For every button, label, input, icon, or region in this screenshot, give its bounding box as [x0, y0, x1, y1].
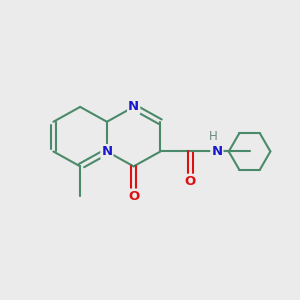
- Text: O: O: [184, 175, 196, 188]
- Text: N: N: [211, 145, 222, 158]
- Text: O: O: [128, 190, 139, 202]
- Text: N: N: [128, 100, 139, 113]
- Text: N: N: [101, 145, 112, 158]
- Text: H: H: [209, 130, 218, 142]
